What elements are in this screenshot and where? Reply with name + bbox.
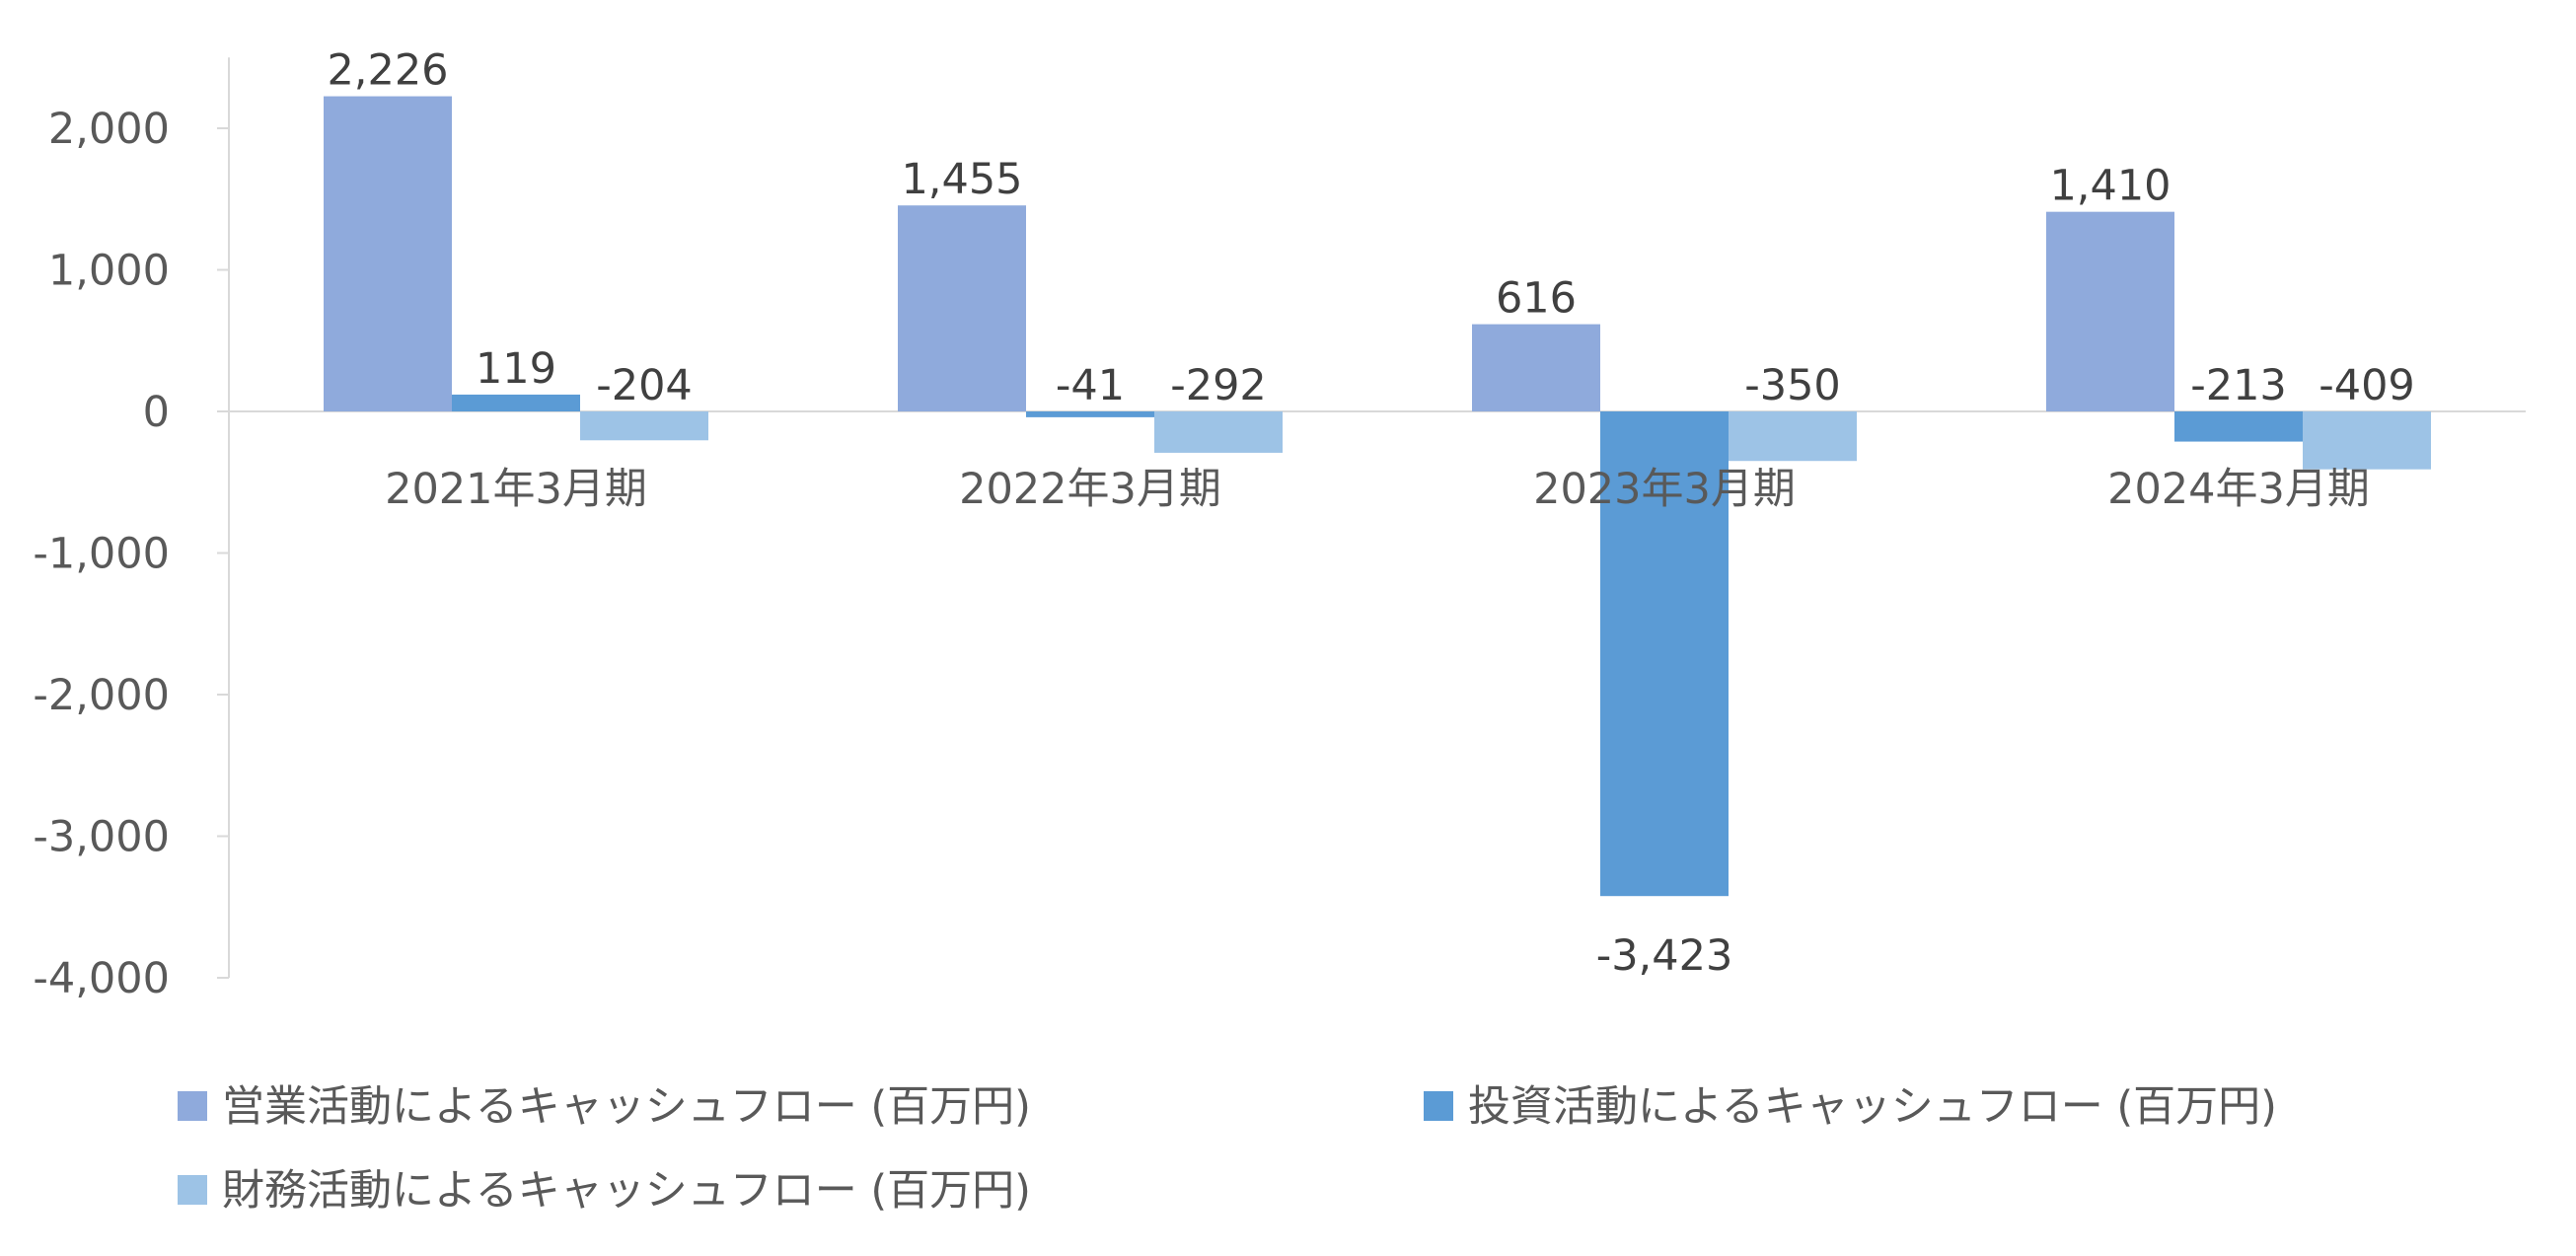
legend-swatch — [1424, 1091, 1453, 1121]
chart-legend: 営業活動によるキャッシュフロー (百万円) 投資活動によるキャッシュフロー (百万… — [178, 1082, 2277, 1216]
y-tick-label: 2,000 — [48, 105, 170, 154]
y-tick-label: -3,000 — [33, 813, 170, 862]
bar — [452, 394, 580, 411]
data-label: -292 — [1170, 361, 1267, 410]
data-label: -350 — [1744, 361, 1841, 410]
chart-bars — [324, 96, 2431, 897]
bar — [1154, 411, 1283, 453]
bar — [2174, 411, 2303, 442]
y-tick-label: 1,000 — [48, 247, 170, 296]
data-label: -204 — [596, 361, 693, 410]
bar — [1600, 411, 1729, 897]
legend-swatch — [178, 1091, 207, 1121]
bar — [898, 205, 1026, 411]
chart-axes: 2,000 1,000 0 -1,000 -2,000 -3,000 -4,000 — [33, 57, 2526, 1003]
y-tick-label: -1,000 — [33, 530, 170, 579]
bar — [1472, 324, 1600, 411]
x-category-label: 2022年3月期 — [959, 465, 1221, 514]
bar — [2303, 411, 2431, 470]
y-tick-label: -2,000 — [33, 671, 170, 720]
data-label: -3,423 — [1596, 931, 1733, 981]
data-label: -409 — [2318, 361, 2415, 410]
legend-swatch — [178, 1175, 207, 1205]
x-category-label: 2024年3月期 — [2107, 465, 2370, 514]
bar — [580, 411, 708, 441]
legend-label: 投資活動によるキャッシュフロー (百万円) — [1468, 1082, 2277, 1132]
chart-labels: 2021年3月期 2,226 119 -204 2022年3月期 1,455 -41 -292… — [327, 46, 2414, 982]
bar — [1026, 411, 1154, 417]
data-label: 119 — [476, 344, 556, 394]
bar — [1729, 411, 1857, 462]
data-label: -213 — [2190, 361, 2287, 410]
data-label: 1,410 — [2049, 162, 2171, 211]
data-label: 616 — [1496, 274, 1577, 324]
x-category-label: 2021年3月期 — [385, 465, 647, 514]
y-tick-label: -4,000 — [33, 954, 170, 1003]
bar — [2046, 211, 2174, 411]
legend-label: 営業活動によるキャッシュフロー (百万円) — [222, 1082, 1031, 1132]
x-category-label: 2023年3月期 — [1533, 465, 1796, 514]
data-label: 2,226 — [327, 46, 448, 96]
bar — [324, 96, 452, 411]
y-tick-label: 0 — [143, 388, 170, 437]
data-label: 1,455 — [901, 155, 1022, 204]
data-label: -41 — [1056, 361, 1125, 410]
legend-label: 財務活動によるキャッシュフロー (百万円) — [222, 1166, 1031, 1216]
